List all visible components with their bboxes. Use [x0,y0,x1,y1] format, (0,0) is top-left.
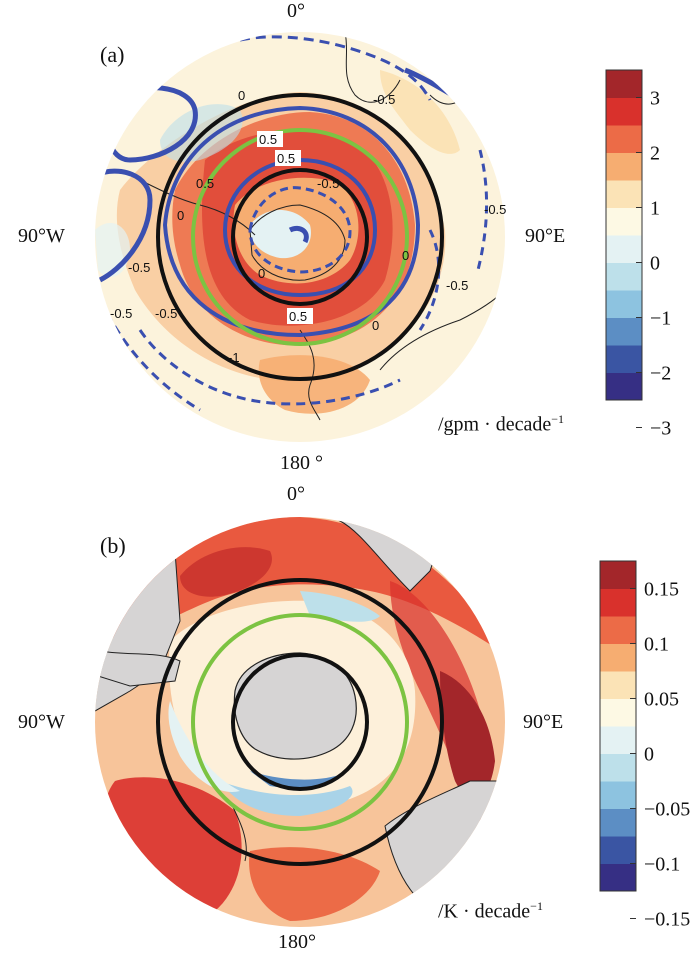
colorbar-tick-label: −0.05 [644,799,690,821]
contour-label: -0.5 [155,306,177,321]
contour-label: 0.5 [196,176,214,191]
colorbar-swatch [600,781,636,809]
colorbar-a: 3 2 1 0 −1 −2 −3 [605,69,671,440]
colorbar-swatch [606,125,642,153]
colorbar-swatch [606,235,642,263]
lon-label-right-b: 90°E [523,711,564,733]
colorbar-swatch [606,290,642,318]
contour-label: 0 [238,88,245,103]
contour-label: -0.5 [317,176,339,191]
colorbar-swatch [606,70,642,98]
colorbar-swatch [606,262,642,291]
colorbar-swatch [606,207,642,236]
colorbar-frame [599,560,637,892]
contour-label: -0.5 [110,306,132,321]
contour-label: 0 [402,248,409,263]
contour-label: -0.5 [373,92,395,107]
ring-outer-b [156,578,444,866]
colorbar-swatch [600,561,636,589]
colorbar-swatch [606,317,642,346]
colorbar-swatch [606,97,642,126]
lon-label-bottom-b: 180° [278,931,316,953]
map-a-coastlines [139,32,505,421]
contour-label: -1 [228,350,240,365]
colorbar-swatch [600,726,636,754]
colorbar-swatch [600,671,636,699]
colorbar-tick-label: 0.15 [644,579,679,601]
ring-inner-b [231,653,369,791]
lon-label-bottom-a: 180 ° [280,452,323,474]
contour-labels-a: -0.5 0 0.5 0.5 -0.5 0 0.5 -0.5 -0.5 0 -0… [110,88,506,365]
colorbar-tick-label: −1 [650,308,671,330]
colorbar-tick-label: −3 [650,418,671,440]
colorbar-unit-a: /gpm · decade−1 [438,412,565,436]
colorbar-swatch [606,345,642,373]
contour-label: 0 [177,208,184,223]
colorbar-tick-label: 0.1 [644,634,669,656]
contour-label: 0.5 [289,309,307,324]
contour-label: -0.5 [484,202,506,217]
contour-label: 0 [258,266,265,281]
colorbar-tick-label: 2 [650,143,660,165]
ring-inner-a [231,168,369,306]
ring-green-b [191,613,409,831]
ring-green-a [191,128,409,346]
panel-b: 0.15 0.1 0.05 0 −0.05 −0.1 −0.15 (b) 0° 90°W 9… [0,481,700,962]
panel-label-b: (b) [100,533,126,558]
contour-label: 0 [372,318,379,333]
colorbar-tick-label: −0.1 [644,854,680,876]
colorbar-tick-label: 0 [650,253,660,275]
lon-label-left-b: 90°W [18,711,65,733]
colorbar-swatch [600,616,636,644]
colorbar-tick-label: 1 [650,198,660,220]
lon-label-right-a: 90°E [525,225,566,247]
contour-label: -0.5 [128,260,150,275]
colorbar-tick-label: 0 [644,744,654,766]
colorbar-swatch [606,372,642,401]
colorbar-tick-label: 3 [650,88,660,110]
colorbar-swatch [600,863,636,892]
colorbar-swatch [600,588,636,617]
colorbar-b: 0.15 0.1 0.05 0 −0.05 −0.1 −0.15 [599,560,690,931]
colorbar-swatch [606,180,642,208]
colorbar-swatch [600,808,636,837]
colorbar-swatch [600,836,636,864]
contour-label: 0.5 [259,132,277,147]
contour-label: -0.5 [446,278,468,293]
map-a: -0.5 0 0.5 0.5 -0.5 0 0.5 -0.5 -0.5 0 -0… [95,32,671,442]
colorbar-unit-b: /K · decade−1 [438,899,543,923]
colorbar-swatch [600,698,636,727]
lon-label-left-a: 90°W [18,225,65,247]
colorbar-swatch [606,152,642,181]
ring-outer-a [156,93,444,381]
colorbar-tick-label: −0.15 [644,909,690,931]
map-b: 0.15 0.1 0.05 0 −0.05 −0.1 −0.15 [95,517,690,931]
contour-label: 0.5 [277,151,295,166]
lon-label-top-a: 0° [287,0,305,22]
colorbar-swatch [600,643,636,672]
colorbar-tick-label: 0.05 [644,689,679,711]
lon-label-top-b: 0° [287,483,305,505]
panel-label-a: (a) [100,42,125,67]
colorbar-frame [605,69,643,401]
panel-a: -0.5 0 0.5 0.5 -0.5 0 0.5 -0.5 -0.5 0 -0… [18,0,671,474]
colorbar-tick-label: −2 [650,363,671,385]
colorbar-swatch [600,753,636,782]
